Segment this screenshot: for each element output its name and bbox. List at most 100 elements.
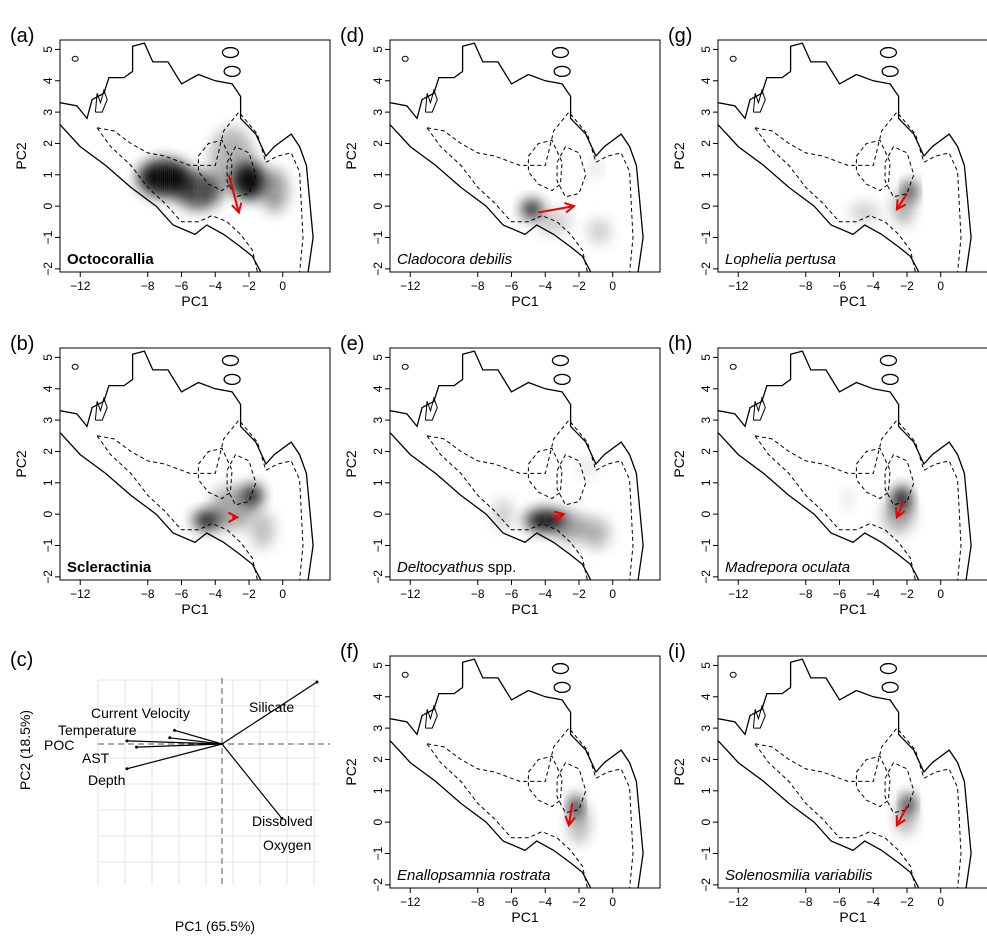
density-peak-3 [587, 218, 612, 244]
y-tick-label: 0 [41, 511, 55, 518]
x-tick-label: −8 [799, 279, 813, 293]
density-peak-2 [553, 511, 588, 543]
plot-frame [389, 39, 661, 273]
outline-dashed-loop [884, 145, 915, 198]
x-tick-label: −4 [208, 279, 222, 293]
taxon-name: Lophelia pertusa [725, 251, 836, 268]
taxon-label: Scleractinia [67, 559, 152, 576]
outline-dashed-outer [427, 419, 634, 580]
outline-dashed-outer [427, 111, 634, 272]
y-tick-label: 5 [699, 46, 713, 53]
density-peak-2 [896, 797, 915, 835]
outline-dashed-outer [97, 419, 304, 580]
y-tick-label: 0 [371, 203, 385, 210]
x-tick-label: 0 [609, 895, 616, 909]
panel-b: −12 −8 −6 −4 −2 0 −2 −1 0 1 2 3 4 5 PC1 PC2 (b) Scleracti… [10, 333, 331, 617]
y-tick-label: 0 [699, 511, 713, 518]
y-tick-label: 5 [699, 662, 713, 669]
outline-dashed-loop [197, 139, 233, 192]
y-tick-label: −1 [699, 230, 713, 244]
y-tick-label: 1 [371, 171, 385, 178]
x-tick-label: −4 [538, 279, 552, 293]
density-peak-4 [492, 498, 514, 530]
loading-label: Silicate [249, 699, 294, 715]
y-tick-label: 3 [699, 416, 713, 423]
outline-dashed-loop [226, 145, 257, 198]
outline-islet [221, 354, 240, 367]
outline-dashed-inner [754, 127, 916, 272]
outline-dashed-inner [96, 435, 258, 580]
y-axis-label: PC2 [13, 142, 29, 169]
y-tick-label: 5 [371, 46, 385, 53]
outline-island [94, 88, 108, 113]
x-tick-label: −8 [471, 895, 485, 909]
outline-solid-bottom [390, 432, 592, 580]
x-tick-label: 0 [279, 279, 286, 293]
taxon-label: Lophelia pertusa [725, 251, 836, 268]
panel-h: −12 −8 −6 −4 −2 0 −2 −1 0 1 2 3 4 5 PC1 PC2 (h) Madrepora… [668, 333, 987, 617]
x-tick-label: −12 [728, 279, 749, 293]
x-tick-label: −8 [799, 587, 813, 601]
y-tick-label: 5 [371, 662, 385, 669]
y-tick-label: −1 [371, 538, 385, 552]
taxon-name: Madrepora oculata [725, 559, 850, 576]
loading-vector [221, 681, 318, 745]
x-tick-label: 0 [609, 587, 616, 601]
x-tick-label: −6 [833, 895, 847, 909]
outline-solid-bottom [718, 124, 920, 272]
y-axis-label: PC2 [343, 450, 359, 477]
density-peak-4 [250, 511, 275, 549]
outline-solid-top [60, 350, 314, 580]
outline-islet [551, 354, 570, 367]
y-tick-label: −2 [699, 570, 713, 584]
x-axis-label: PC1 [511, 293, 538, 309]
outline-dashed-loop [197, 447, 233, 500]
outline-island [752, 704, 766, 729]
y-tick-label: 2 [41, 448, 55, 455]
x-tick-label: −2 [242, 279, 256, 293]
outline-island [424, 88, 438, 113]
x-tick-label: −8 [471, 279, 485, 293]
density-layer [137, 127, 288, 213]
x-tick-label: −4 [866, 587, 880, 601]
x-axis-label: PC1 [839, 293, 866, 309]
y-tick-label: 2 [371, 140, 385, 147]
loading-vector [221, 743, 283, 819]
loading-label: Oxygen [263, 837, 311, 853]
density-peak-2 [536, 209, 571, 235]
plot-frame [389, 347, 661, 581]
outline-solid-top [390, 658, 644, 888]
y-tick-label: 2 [371, 756, 385, 763]
outline-islet [879, 46, 898, 59]
outline-islet [881, 373, 899, 386]
x-tick-label: −12 [728, 587, 749, 601]
loading-label: POC [44, 737, 74, 753]
x-tick-label: −6 [505, 587, 519, 601]
outline-islet [223, 373, 241, 386]
outline-dashed-loop [855, 139, 891, 192]
x-tick-label: −4 [208, 587, 222, 601]
outline-islet [401, 55, 409, 62]
outline-islet [553, 681, 571, 694]
density-peak-1 [521, 199, 542, 219]
y-tick-label: 5 [41, 354, 55, 361]
outline-dashed-inner [754, 743, 916, 888]
x-axis-label: PC1 [181, 293, 208, 309]
plot-frame [59, 39, 331, 273]
outline-islet [553, 65, 571, 78]
outline-islet [223, 65, 241, 78]
y-tick-label: 4 [41, 77, 55, 84]
y-tick-label: −1 [41, 538, 55, 552]
outline-solid-top [60, 42, 314, 272]
x-tick-label: −6 [833, 587, 847, 601]
outline-dashed-outer [755, 111, 962, 272]
niche-shift-arrow [564, 803, 576, 828]
x-tick-label: −2 [900, 587, 914, 601]
outline-solid-top [718, 658, 972, 888]
outline-islet [553, 373, 571, 386]
y-tick-label: 3 [371, 724, 385, 731]
y-axis-label: PC2 [671, 450, 687, 477]
outline-dashed-loop [556, 761, 587, 814]
outline-islet [879, 354, 898, 367]
y-tick-label: 4 [699, 693, 713, 700]
